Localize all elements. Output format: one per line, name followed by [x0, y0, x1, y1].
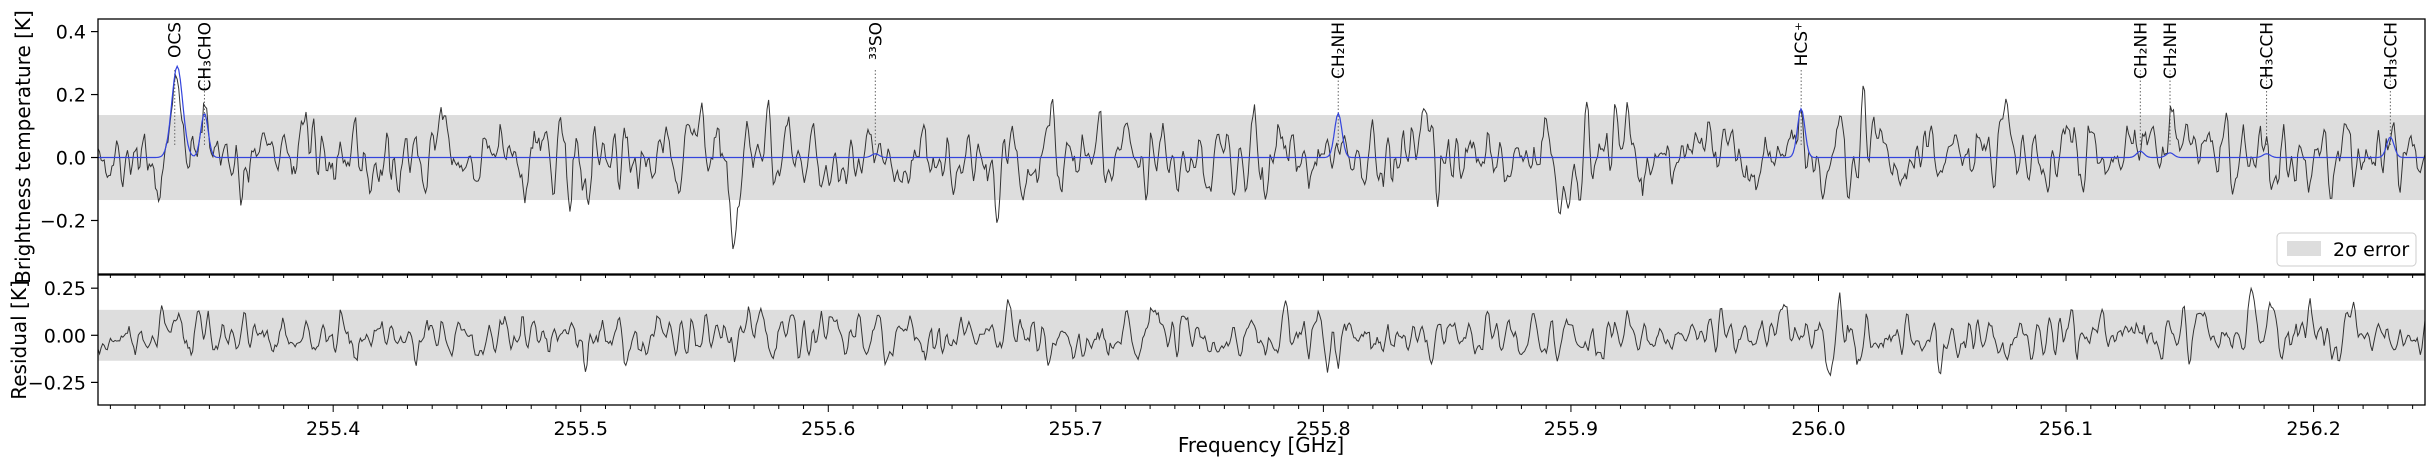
observed-spectrum-line — [98, 73, 2425, 250]
legend: 2σ error — [2276, 232, 2417, 267]
line-marker-label: CH₂NH — [1329, 22, 1349, 79]
residual-x-ticks: 255.4 255.5 255.6 255.7 255.8 255.9 256.0 256.1… — [109, 405, 2414, 440]
spectrum-y-ticks: −0.2 0.0 0.2 0.4 — [40, 22, 98, 232]
x-tick-label: 255.9 — [1544, 418, 1598, 440]
residual-y-axis-title: Residual [K] — [7, 280, 31, 400]
residual-axes-frame — [97, 274, 2426, 406]
spectrum-panel: OCS CH₃CHO ³³SO CH₂NH HCS⁺ CH₂NH CH₂NH CH₃CCH CH… — [11, 10, 2426, 284]
residual-line — [98, 286, 2425, 377]
line-marker-label: ³³SO — [866, 22, 886, 60]
spectrum-y-tick-label: 0.4 — [56, 22, 86, 44]
residual-y-ticks: −0.25 0.00 0.25 — [28, 278, 98, 394]
x-axis-title: Frequency [GHz] — [1178, 433, 1344, 457]
spectrum-axes-frame — [97, 18, 2426, 275]
residual-panel: −0.250.000.25 255.4 255.5 255.6 255.7 255.8 2… — [7, 274, 2426, 457]
residual-error-band — [98, 309, 2425, 361]
line-marker-label: CH₂NH — [2161, 22, 2181, 79]
residual-y-tick-label: −0.25 — [28, 372, 86, 394]
line-marker-group: OCS CH₃CHO ³³SO CH₂NH HCS⁺ CH₂NH CH₂NH CH₃CCH CH… — [166, 22, 2401, 146]
line-marker-label: CH₃CCH — [2258, 22, 2278, 90]
x-tick-label: 255.6 — [801, 418, 855, 440]
x-tick-label: 255.5 — [554, 418, 608, 440]
line-marker-label: CH₃CHO — [195, 22, 215, 92]
spectrum-y-axis-title: Brightness temperature [K] — [11, 10, 35, 284]
x-tick-label: 256.1 — [2039, 418, 2093, 440]
model-spectrum-line — [98, 64, 2425, 159]
line-marker-label: CH₂NH — [2131, 22, 2151, 79]
x-tick-label: 255.8 — [1296, 418, 1350, 440]
spectrum-y-tick-label: −0.2 — [40, 210, 86, 232]
spectrum-y-tick-label: 0.2 — [56, 85, 86, 107]
x-tick-label: 255.4 — [306, 418, 360, 440]
line-marker-label: HCS⁺ — [1792, 22, 1812, 66]
spectrum-y-tick-label: 0.0 — [56, 148, 86, 170]
legend-swatch — [2287, 241, 2321, 256]
line-marker-label: OCS — [166, 22, 186, 58]
residual-y-tick-label: 0.00 — [44, 325, 86, 347]
x-tick-label: 256.2 — [2286, 418, 2340, 440]
legend-label: 2σ error — [2333, 239, 2409, 261]
x-tick-label: 256.0 — [1791, 418, 1845, 440]
line-marker-label: CH₃CCH — [2381, 22, 2401, 90]
x-tick-label: 255.7 — [1049, 418, 1103, 440]
residual-y-tick-label: 0.25 — [44, 278, 86, 300]
